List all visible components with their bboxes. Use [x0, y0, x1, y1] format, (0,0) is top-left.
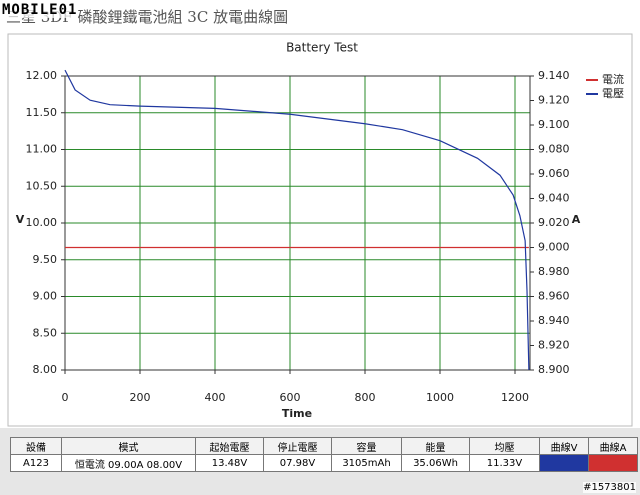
data-row: A123 恒電流 09.00A 08.00V 13.48V 07.98V 3105mAh… — [10, 454, 638, 472]
y-axis-label: V — [16, 213, 25, 226]
y2-tick-label: 9.120 — [538, 94, 570, 107]
cell: 35.06Wh — [401, 454, 470, 472]
y2-tick-label: 8.900 — [538, 363, 570, 376]
image-id: #1573801 — [583, 482, 636, 493]
x-tick-label: 1200 — [501, 391, 529, 404]
y-tick-label: 11.00 — [26, 143, 58, 156]
x-tick-label: 800 — [355, 391, 376, 404]
x-tick-label: 0 — [62, 391, 69, 404]
y2-tick-label: 9.000 — [538, 241, 570, 254]
y2-tick-label: 8.960 — [538, 290, 570, 303]
header-cell: 曲線A — [588, 437, 638, 455]
x-tick-label: 200 — [130, 391, 151, 404]
x-axis-label: Time — [282, 407, 312, 420]
summary-panel: 設備 模式 起始電壓 停止電壓 容量 能量 均壓 曲線V 曲線A A123 恒電流 09.00A … — [0, 428, 640, 495]
watermark: MOBILE01 — [2, 2, 78, 18]
y-tick-label: 12.00 — [26, 69, 58, 82]
y2-tick-label: 9.100 — [538, 118, 570, 131]
y2-tick-label: 8.920 — [538, 339, 570, 352]
chart: Battery Test Time V A 8.00 8.50 9.00 9.50 10… — [7, 33, 633, 427]
y-tick-label: 10.00 — [26, 216, 58, 229]
x-tick-label: 1000 — [426, 391, 454, 404]
summary-table: 設備 模式 起始電壓 停止電壓 容量 能量 均壓 曲線V 曲線A A123 恒電流 09.00A … — [10, 437, 638, 472]
chart-title: Battery Test — [286, 41, 358, 55]
curve-color-cell — [588, 454, 638, 472]
cell: A123 — [10, 454, 62, 472]
y2-tick-label: 9.140 — [538, 69, 570, 82]
header-cell: 停止電壓 — [263, 437, 332, 455]
y2-tick-label: 9.020 — [538, 216, 570, 229]
cell: 恒電流 09.00A 08.00V — [61, 454, 196, 472]
y-tick-label: 10.50 — [26, 179, 58, 192]
y2-tick-label: 8.940 — [538, 314, 570, 327]
y2-tick-label: 9.060 — [538, 167, 570, 180]
cell: 3105mAh — [331, 454, 402, 472]
chart-frame — [7, 33, 633, 427]
curve-color-cell — [539, 454, 589, 472]
y2-tick-label: 9.040 — [538, 192, 570, 205]
cell: 07.98V — [263, 454, 332, 472]
legend-label: 電流 — [602, 72, 624, 86]
header-row: 設備 模式 起始電壓 停止電壓 容量 能量 均壓 曲線V 曲線A — [10, 437, 638, 455]
header-cell: 模式 — [61, 437, 196, 455]
header-cell: 能量 — [401, 437, 470, 455]
y-tick-label: 8.00 — [33, 363, 58, 376]
y-tick-label: 9.50 — [33, 253, 58, 266]
y-tick-label: 9.00 — [33, 290, 58, 303]
x-tick-label: 400 — [205, 391, 226, 404]
header-cell: 起始電壓 — [195, 437, 264, 455]
header-cell: 曲線V — [539, 437, 589, 455]
y2-axis-label: A — [572, 213, 581, 226]
header-cell: 設備 — [10, 437, 62, 455]
y2-tick-label: 8.980 — [538, 265, 570, 278]
cell: 13.48V — [195, 454, 264, 472]
legend-label: 電壓 — [602, 87, 624, 100]
cell: 11.33V — [469, 454, 540, 472]
x-tick-label: 600 — [280, 391, 301, 404]
series-line — [64, 69, 530, 371]
y-tick-label: 8.50 — [33, 326, 58, 339]
header-cell: 容量 — [331, 437, 402, 455]
plot-border — [64, 75, 531, 371]
y-tick-label: 11.50 — [26, 106, 58, 119]
y2-tick-label: 9.080 — [538, 143, 570, 156]
header-cell: 均壓 — [469, 437, 540, 455]
